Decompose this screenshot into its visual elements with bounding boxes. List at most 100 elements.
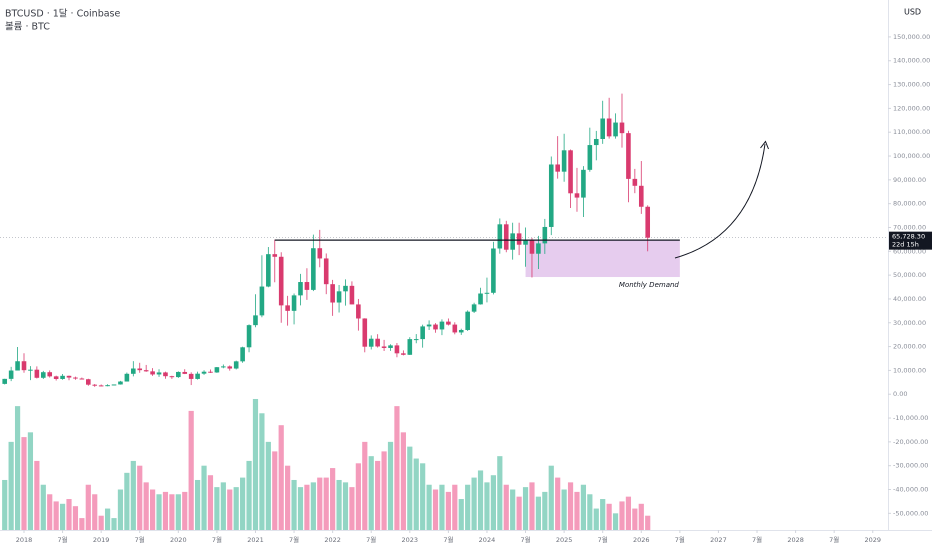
volume-bar (150, 489, 156, 530)
candle-body (613, 122, 618, 137)
last-price-tag (889, 231, 932, 250)
volume-bar (413, 458, 419, 530)
candle-body (600, 118, 605, 139)
candle-body (381, 346, 387, 348)
candle-body (343, 285, 348, 292)
volume-bar (426, 484, 432, 530)
volume-bar (490, 475, 496, 530)
volume-bar (169, 494, 175, 530)
candle-body (626, 133, 631, 179)
volume-bar (14, 406, 21, 530)
x-tick-label: 7월 (135, 535, 145, 544)
candle-body (401, 353, 406, 355)
candle-body (176, 371, 181, 378)
volume-bar (111, 518, 117, 530)
candle-body (66, 375, 72, 378)
volume-bar (375, 460, 381, 530)
volume-bar (85, 484, 91, 530)
volume-bar (285, 465, 291, 530)
candle-body (143, 370, 149, 372)
candle-body (8, 370, 14, 379)
candle-body (182, 371, 188, 374)
volume-bar (394, 406, 400, 530)
volume-bar (8, 441, 14, 530)
volume-bar (587, 494, 593, 530)
candle-body (150, 371, 155, 375)
candle-body (105, 385, 110, 387)
volume-bar (542, 491, 548, 530)
volume-bar (387, 441, 394, 530)
candle-body (208, 371, 213, 373)
candle-body (253, 315, 258, 326)
chart-title: BTCUSD · 1달 · Coinbase (5, 8, 121, 20)
candle-body (34, 369, 40, 378)
volume-bar (117, 489, 124, 530)
volume-bar (79, 518, 85, 530)
volume-bar (555, 477, 561, 530)
volume-bar (638, 503, 644, 530)
candle-body (98, 385, 104, 387)
volume-bar (66, 499, 72, 530)
candle-body (561, 150, 567, 172)
candle-body (124, 373, 130, 382)
volume-bar (330, 468, 336, 530)
candle-body (606, 118, 612, 137)
volume-bar (104, 508, 111, 530)
x-tick-label: 2024 (479, 536, 496, 544)
y-tick-label: 140,000.00 (893, 57, 930, 65)
volume-bar (137, 465, 143, 530)
candle-body (433, 324, 438, 330)
volume-bar (240, 477, 246, 530)
volume-bar (522, 487, 529, 530)
candle-body (413, 339, 419, 341)
candle-body (137, 368, 143, 371)
candle-body (336, 291, 342, 303)
candle-body (169, 376, 175, 378)
candle-body (388, 345, 393, 348)
candle-body (542, 226, 548, 244)
volume-bar (548, 465, 554, 530)
volume-bar (220, 482, 226, 530)
volume-bar (156, 494, 162, 530)
candle-body (330, 284, 335, 303)
candle-body (407, 339, 413, 355)
candle-body (458, 329, 464, 333)
candle-body (574, 193, 580, 198)
candle-body (323, 258, 329, 285)
volume-bar (342, 482, 349, 530)
candle-body (375, 338, 380, 347)
volume-bar (34, 460, 40, 530)
volume-bar (304, 484, 310, 530)
volume-bar (233, 487, 239, 530)
x-tick-label: 7월 (58, 535, 68, 544)
volume-bar (452, 484, 458, 530)
x-tick-label: 7월 (212, 535, 222, 544)
projection-arrow (674, 140, 769, 259)
volume-bar (368, 456, 374, 530)
x-tick-label: 2021 (247, 536, 264, 544)
volume-bar (420, 463, 426, 530)
volume-bar (291, 479, 297, 530)
candle-body (47, 372, 53, 377)
y-tick-label: 90,000.00 (893, 176, 926, 184)
volume-bar (40, 484, 46, 530)
x-tick-label: 2028 (787, 536, 804, 544)
currency-label: USD (904, 8, 921, 17)
candle-body (568, 150, 573, 194)
candle-body (491, 248, 496, 293)
volume-bar (503, 484, 509, 530)
candle-body (362, 318, 368, 347)
volume-bar (497, 456, 503, 530)
demand-zone (525, 240, 680, 278)
arrow-curve (674, 143, 766, 259)
volume-bar (27, 432, 34, 530)
candle-body (304, 282, 310, 290)
candle-body (92, 384, 98, 386)
candle-body (291, 295, 297, 311)
volume-bar (606, 503, 612, 530)
volume-bar (47, 494, 53, 530)
arrow-head (760, 140, 769, 150)
candle-body (593, 138, 599, 146)
